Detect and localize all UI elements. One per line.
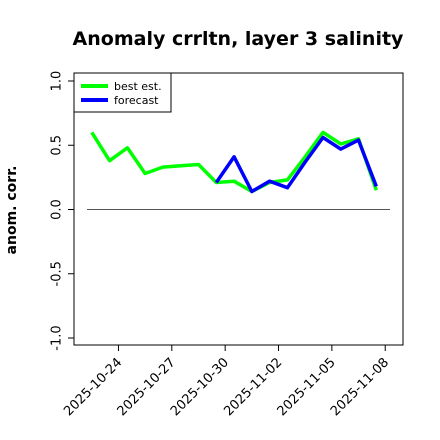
y-tick-label: 0.5 [50, 135, 65, 156]
series-layer [90, 130, 378, 194]
legend-box [73, 72, 172, 113]
y-tick-label: -1.0 [50, 325, 65, 350]
y-tick-label: 1.0 [50, 71, 65, 92]
legend-label: forecast [114, 94, 159, 107]
y-tick-label: 0.0 [50, 199, 65, 220]
x-axis: 2025-10-242025-10-272025-10-302025-11-02… [61, 345, 392, 419]
y-axis-label: anom. corr. [4, 166, 20, 255]
legend-label: best est. [114, 80, 162, 93]
y-axis: -1.0 -0.5 0.0 0.5 1.0 [50, 71, 74, 351]
series-line-best-est [90, 130, 378, 194]
y-tick-label: -0.5 [50, 261, 65, 286]
chart-title: Anomaly crrltn, layer 3 salinity [73, 28, 404, 50]
series-line-forecast [214, 135, 378, 194]
legend: best est.forecast [73, 72, 172, 113]
